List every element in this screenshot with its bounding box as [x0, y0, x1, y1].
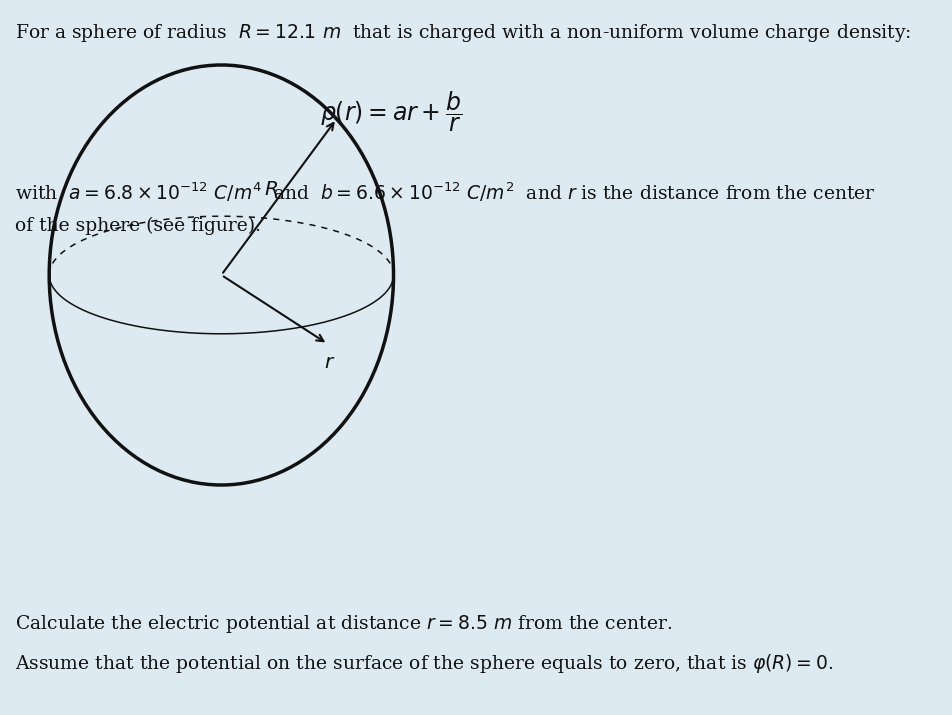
- Text: of the sphere (see figure).: of the sphere (see figure).: [14, 217, 261, 235]
- Text: with  $a = 6.8 \times 10^{-12}\ C/m^4$  and  $b = 6.6 \times 10^{-12}\ C/m^2$  a: with $a = 6.8 \times 10^{-12}\ C/m^4$ an…: [14, 180, 875, 204]
- Text: Calculate the electric potential at distance $r = 8.5\ m$ from the center.: Calculate the electric potential at dist…: [14, 613, 671, 635]
- Text: $R$: $R$: [264, 179, 277, 199]
- Text: $\rho(r) = ar + \dfrac{b}{r}$: $\rho(r) = ar + \dfrac{b}{r}$: [320, 90, 462, 134]
- Text: $r$: $r$: [324, 352, 335, 372]
- Text: For a sphere of radius  $R = 12.1\ m$  that is charged with a non-uniform volume: For a sphere of radius $R = 12.1\ m$ tha…: [14, 22, 910, 44]
- Text: Assume that the potential on the surface of the sphere equals to zero, that is $: Assume that the potential on the surface…: [14, 652, 832, 675]
